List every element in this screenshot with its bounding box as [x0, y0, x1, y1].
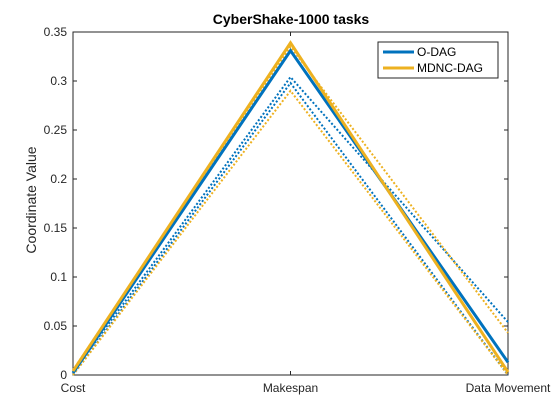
legend-box — [377, 41, 499, 79]
series-line-1 — [72, 75, 509, 373]
series-line-5 — [72, 89, 509, 376]
x-tick-label: Makespan — [263, 381, 318, 395]
plot-area: 0 0.05 0.1 0.15 0.2 0.25 0.3 0.35 Cost Makespan Da… — [44, 25, 551, 395]
y-tick-label: 0.2 — [50, 172, 67, 186]
legend-label-mdnc-dag: MDNC-DAG — [417, 61, 483, 75]
y-tick-label: 0.05 — [44, 319, 68, 333]
y-tick-label: 0 — [60, 368, 67, 382]
legend: O-DAG MDNC-DAG — [377, 41, 499, 79]
y-tick-label: 0.25 — [44, 123, 68, 137]
y-tick-label: 0.35 — [44, 25, 68, 39]
y-tick-label: 0.1 — [50, 270, 67, 284]
series-line-3 — [71, 40, 510, 373]
x-tick-label: Data Movement — [466, 381, 551, 395]
y-tick-label: 0.3 — [50, 74, 67, 88]
y-tick-label: 0.15 — [44, 221, 68, 235]
x-tick-label: Cost — [61, 381, 86, 395]
series-line-2 — [72, 81, 509, 376]
series-line-0 — [71, 47, 510, 374]
chart-title: CyberShake-1000 tasks — [213, 11, 370, 27]
legend-label-o-dag: O-DAG — [417, 45, 456, 59]
y-axis-title: Coordinate Value — [23, 146, 39, 253]
